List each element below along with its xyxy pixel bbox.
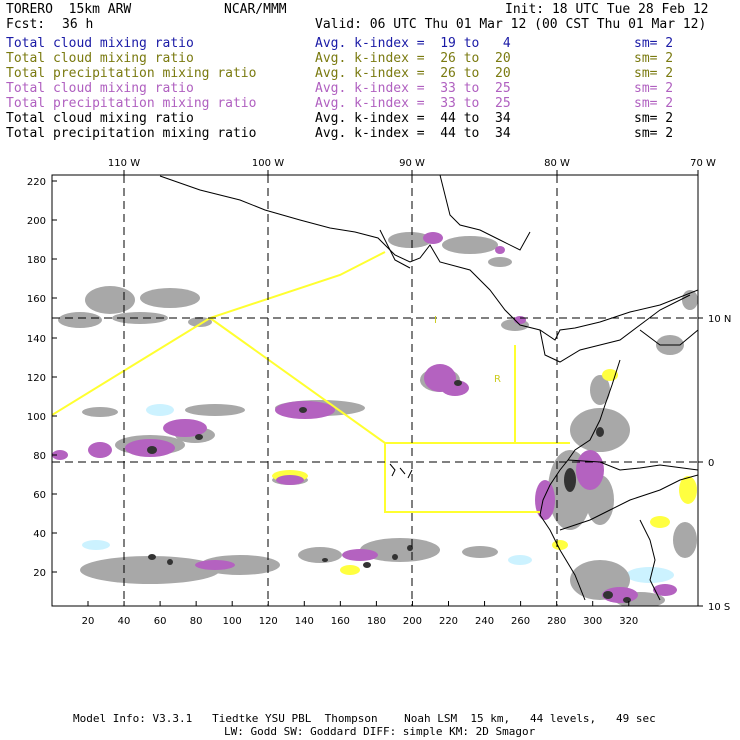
lon-tick-label: 100 W	[252, 158, 284, 169]
dark-cores	[147, 380, 631, 603]
y-tick-label: 60	[33, 490, 46, 501]
x-tick-label: 60	[154, 616, 167, 627]
legend-field: Total precipitation mixing ratio	[6, 126, 257, 141]
lat-tick-label: 10 S	[708, 602, 730, 613]
x-tick-label: 160	[331, 616, 350, 627]
x-tick-label: 240	[475, 616, 494, 627]
legend-index: Avg. k-index = 44 to 34	[315, 111, 511, 126]
x-tick-label: 140	[295, 616, 314, 627]
coastlines	[159, 175, 698, 601]
y-tick-label: 180	[27, 255, 46, 266]
y-axis: 220 200 180 160 140 120 100 80 60 40 20	[27, 177, 57, 579]
legend-field: Total cloud mixing ratio	[6, 81, 194, 96]
lat-tick-label: 0	[708, 458, 714, 469]
legend-field: Total cloud mixing ratio	[6, 36, 194, 51]
longitude-axis: 110 W 100 W 90 W 80 W 70 W	[108, 158, 716, 175]
legend-sm: sm= 2	[634, 111, 674, 126]
init-time: Init: 18 UTC Tue 28 Feb 12	[505, 2, 709, 17]
legend-sm: sm= 2	[634, 66, 674, 81]
cloud-field	[58, 232, 698, 606]
legend-sm: sm= 2	[634, 126, 674, 141]
x-tick-label: 80	[190, 616, 203, 627]
x-tick-label: 300	[583, 616, 602, 627]
y-tick-label: 200	[27, 216, 46, 227]
legend-sm: sm= 2	[634, 81, 674, 96]
legend-index: Avg. k-index = 26 to 20	[315, 51, 511, 66]
valid-time: Valid: 06 UTC Thu 01 Mar 12 (00 CST Thu …	[315, 17, 707, 32]
model-info-line: Model Info: V3.3.1 Tiedtke YSU PBL Thomp…	[73, 712, 656, 725]
forecast-label: Fcst:	[6, 17, 46, 32]
model-title: TORERO 15km ARW	[6, 2, 132, 17]
x-tick-label: 40	[118, 616, 131, 627]
legend-index: Avg. k-index = 33 to 25	[315, 96, 511, 111]
track-lines	[52, 251, 570, 513]
legend-index: Avg. k-index = 44 to 34	[315, 126, 511, 141]
lat-tick-label: 10 N	[708, 314, 731, 325]
y-tick-label: 20	[33, 568, 46, 579]
legend-field: Total precipitation mixing ratio	[6, 96, 257, 111]
x-tick-label: 120	[259, 616, 278, 627]
x-tick-label: 100	[223, 616, 242, 627]
legend-index: Avg. k-index = 33 to 25	[315, 81, 511, 96]
field-layer	[52, 175, 698, 606]
legend-field: Total precipitation mixing ratio	[6, 66, 257, 81]
lon-tick-label: 70 W	[690, 158, 716, 169]
light-cyan-field	[82, 404, 674, 583]
region-label-i: I	[434, 315, 437, 326]
latitude-axis: 10 N 0 10 S	[698, 314, 731, 613]
legend-sm: sm= 2	[634, 51, 674, 66]
lon-tick-label: 110 W	[108, 158, 140, 169]
x-tick-label: 20	[82, 616, 95, 627]
y-tick-label: 120	[27, 373, 46, 384]
y-tick-label: 100	[27, 412, 46, 423]
lon-tick-label: 90 W	[399, 158, 425, 169]
region-label-r: R	[494, 374, 501, 385]
x-tick-label: 260	[511, 616, 530, 627]
y-tick-label: 40	[33, 529, 46, 540]
legend-index: Avg. k-index = 26 to 20	[315, 66, 511, 81]
grid-lines	[52, 175, 698, 606]
forecast-hours: 36 h	[62, 17, 94, 32]
x-tick-label: 280	[547, 616, 566, 627]
purple-field	[52, 232, 677, 603]
map-frame	[51, 174, 699, 607]
legend-sm: sm= 2	[634, 36, 674, 51]
physics-info-line: LW: Godd SW: Goddard DIFF: simple KM: 2D…	[224, 725, 536, 738]
legend-index: Avg. k-index = 19 to 4	[315, 36, 511, 51]
legend-field: Total cloud mixing ratio	[6, 111, 194, 126]
yellow-field	[175, 369, 697, 575]
x-axis: 20 40 60 80 100 120 140 160 180 200 220 240 260 280 30…	[82, 601, 638, 627]
x-tick-label: 180	[367, 616, 386, 627]
x-tick-label: 220	[439, 616, 458, 627]
legend-field: Total cloud mixing ratio	[6, 51, 194, 66]
x-tick-label: 320	[619, 616, 638, 627]
lon-tick-label: 80 W	[544, 158, 570, 169]
organization-label: NCAR/MMM	[224, 2, 287, 17]
legend-sm: sm= 2	[634, 96, 674, 111]
y-tick-label: 80	[33, 451, 46, 462]
y-tick-label: 220	[27, 177, 46, 188]
x-tick-label: 200	[403, 616, 422, 627]
y-tick-label: 160	[27, 294, 46, 305]
y-tick-label: 140	[27, 334, 46, 345]
